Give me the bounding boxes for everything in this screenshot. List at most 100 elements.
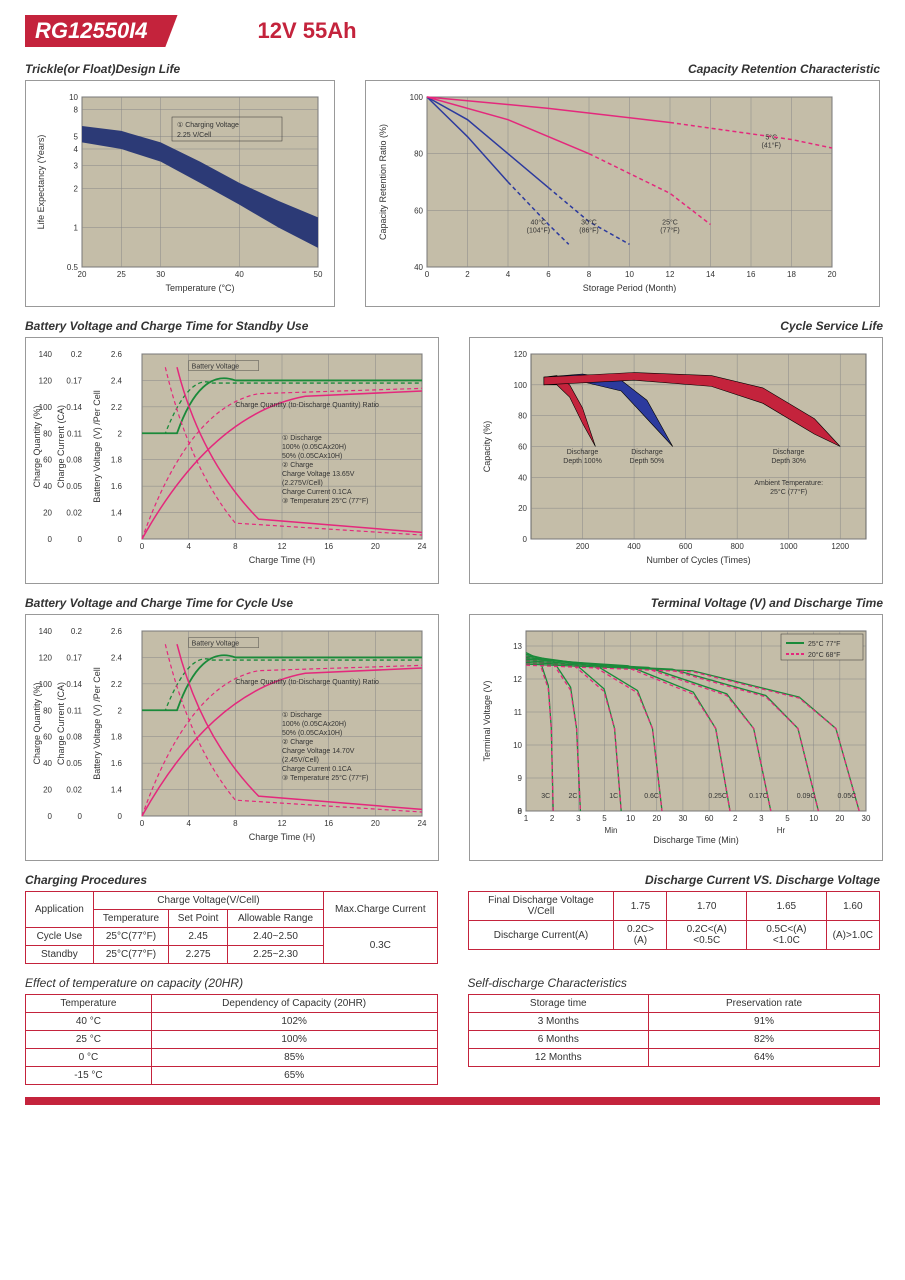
svg-text:0.05C: 0.05C	[838, 793, 857, 800]
cell: 85%	[151, 1049, 437, 1067]
svg-text:1: 1	[524, 814, 529, 823]
cell: Standby	[26, 946, 94, 964]
svg-text:0.6C: 0.6C	[644, 793, 659, 800]
cell: 100%	[151, 1031, 437, 1049]
svg-text:0: 0	[118, 535, 123, 544]
table2-title: Discharge Current VS. Discharge Voltage	[468, 873, 881, 887]
svg-text:0.17: 0.17	[66, 376, 82, 385]
cell: 3 Months	[468, 1013, 649, 1031]
svg-text:2.2: 2.2	[111, 403, 123, 412]
footer-bar	[25, 1097, 880, 1105]
cell: 91%	[649, 1013, 880, 1031]
svg-text:0: 0	[48, 812, 53, 821]
table3-title: Effect of temperature on capacity (20HR)	[25, 976, 438, 990]
svg-text:Storage Period (Month): Storage Period (Month)	[583, 283, 677, 293]
svg-text:1200: 1200	[831, 542, 849, 551]
t1-h3: Max.Charge Current	[324, 892, 437, 928]
svg-text:3: 3	[576, 814, 581, 823]
svg-text:0.02: 0.02	[66, 786, 82, 795]
svg-text:20°C 68°F: 20°C 68°F	[808, 651, 840, 659]
t1-h1: Application	[26, 892, 94, 928]
cell: 1.60	[826, 892, 879, 921]
svg-text:50% (0.05CAx10H): 50% (0.05CAx10H)	[282, 453, 342, 460]
svg-text:Depth 50%: Depth 50%	[630, 458, 665, 465]
svg-text:Capacity Retention Ratio (%): Capacity Retention Ratio (%)	[378, 124, 388, 240]
svg-text:2.4: 2.4	[111, 653, 123, 662]
svg-text:16: 16	[747, 270, 756, 279]
svg-text:0.17C: 0.17C	[749, 793, 768, 800]
svg-text:2.2: 2.2	[111, 680, 123, 689]
svg-text:8: 8	[233, 542, 238, 551]
svg-text:40: 40	[518, 473, 527, 482]
svg-text:2: 2	[465, 270, 470, 279]
chart2: 0246810121416182040608010040°C(104°F)30°…	[365, 80, 880, 307]
cell: 25°C(77°F)	[93, 928, 169, 946]
svg-text:2: 2	[118, 429, 123, 438]
svg-text:Charge Current (CA): Charge Current (CA)	[56, 682, 66, 765]
svg-text:0.08: 0.08	[66, 456, 82, 465]
svg-text:Charge Quantity (to-Discharge: Charge Quantity (to-Discharge Quantity) …	[235, 402, 379, 409]
svg-text:Battery Voltage: Battery Voltage	[192, 364, 240, 371]
svg-text:2.4: 2.4	[111, 376, 123, 385]
svg-text:0: 0	[523, 535, 528, 544]
header-cell: Dependency of Capacity (20HR)	[151, 995, 437, 1013]
svg-text:0.14: 0.14	[66, 680, 82, 689]
svg-text:24: 24	[418, 542, 427, 551]
svg-text:Ambient Temperature:: Ambient Temperature:	[754, 480, 823, 487]
svg-text:40: 40	[43, 759, 52, 768]
svg-text:600: 600	[679, 542, 693, 551]
svg-text:8: 8	[74, 106, 79, 115]
svg-text:Discharge: Discharge	[567, 449, 599, 456]
chart5-title: Battery Voltage and Charge Time for Cycl…	[25, 596, 439, 610]
svg-text:40: 40	[414, 263, 423, 272]
svg-text:50% (0.05CAx10H): 50% (0.05CAx10H)	[282, 730, 342, 737]
svg-text:Charge Current 0.1CA: Charge Current 0.1CA	[282, 766, 352, 773]
svg-text:80: 80	[43, 429, 52, 438]
svg-text:800: 800	[730, 542, 744, 551]
svg-text:0.09C: 0.09C	[797, 793, 816, 800]
svg-text:400: 400	[627, 542, 641, 551]
svg-text:2.25 V/Cell: 2.25 V/Cell	[177, 132, 212, 139]
svg-text:13: 13	[513, 642, 522, 651]
svg-text:80: 80	[518, 412, 527, 421]
svg-text:50: 50	[314, 270, 323, 279]
svg-text:(77°F): (77°F)	[660, 227, 680, 235]
svg-text:9: 9	[518, 774, 523, 783]
svg-text:(104°F): (104°F)	[527, 227, 550, 235]
svg-text:1.6: 1.6	[111, 759, 123, 768]
svg-text:0.25C: 0.25C	[708, 793, 727, 800]
svg-text:120: 120	[39, 653, 53, 662]
chart5: 04812162024000200.021.4400.051.6600.081.…	[25, 614, 439, 861]
svg-text:20: 20	[652, 814, 661, 823]
t1-max: 0.3C	[324, 928, 437, 964]
svg-text:20: 20	[828, 270, 837, 279]
svg-text:1: 1	[74, 224, 79, 233]
svg-text:0.11: 0.11	[67, 429, 83, 438]
svg-text:Life Expectancy (Years): Life Expectancy (Years)	[36, 135, 46, 230]
t1-sub2: Allowable Range	[227, 910, 323, 928]
svg-text:30°C: 30°C	[581, 219, 597, 227]
svg-text:4: 4	[186, 819, 191, 828]
svg-text:25°C: 25°C	[662, 219, 678, 227]
chart3-title: Battery Voltage and Charge Time for Stan…	[25, 319, 439, 333]
chart4-title: Cycle Service Life	[469, 319, 883, 333]
svg-text:1C: 1C	[609, 793, 618, 800]
chart1-title: Trickle(or Float)Design Life	[25, 62, 335, 76]
svg-text:0: 0	[118, 812, 123, 821]
svg-text:2: 2	[118, 706, 123, 715]
svg-text:0.2: 0.2	[71, 350, 83, 359]
svg-text:3C: 3C	[541, 793, 550, 800]
svg-text:20: 20	[835, 814, 844, 823]
svg-text:14: 14	[706, 270, 715, 279]
table4-title: Self-discharge Characteristics	[468, 976, 881, 990]
svg-text:24: 24	[418, 819, 427, 828]
svg-text:60: 60	[414, 206, 423, 215]
svg-text:5°C: 5°C	[765, 134, 777, 142]
svg-text:Charge Time (H): Charge Time (H)	[249, 832, 316, 842]
svg-text:(2.45V/Cell): (2.45V/Cell)	[282, 757, 319, 764]
cell: 1.75	[614, 892, 667, 921]
svg-text:Depth 30%: Depth 30%	[771, 458, 806, 465]
svg-text:0.17: 0.17	[66, 653, 82, 662]
svg-text:Charge Voltage 13.65V: Charge Voltage 13.65V	[282, 471, 355, 478]
svg-text:12: 12	[666, 270, 675, 279]
